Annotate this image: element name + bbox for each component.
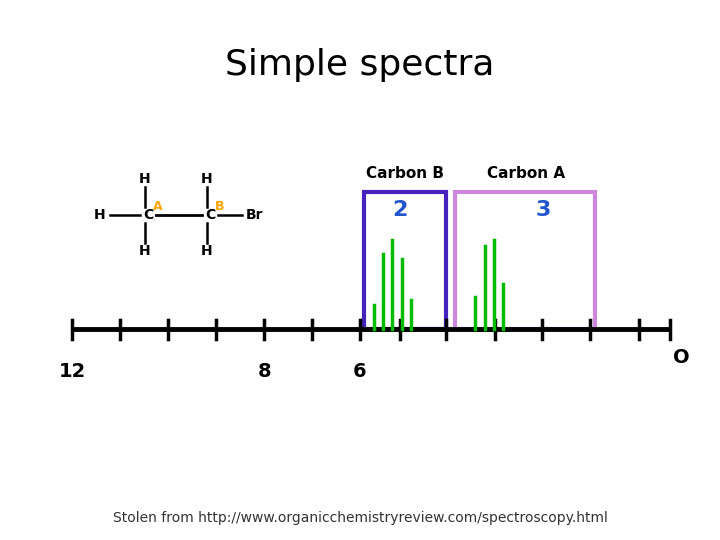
Text: Stolen from http://www.organicchemistryreview.com/spectroscopy.html: Stolen from http://www.organicchemistryr…: [112, 511, 608, 525]
Text: 12: 12: [58, 362, 86, 381]
Text: C: C: [143, 208, 153, 222]
Text: H: H: [139, 172, 150, 186]
Text: 6: 6: [354, 362, 366, 381]
Text: H: H: [139, 244, 150, 258]
Text: H: H: [201, 244, 213, 258]
Text: 3: 3: [536, 200, 552, 220]
Text: 2: 2: [392, 200, 408, 220]
Text: Simple spectra: Simple spectra: [225, 48, 495, 82]
Bar: [364, 192, 446, 329]
Text: Carbon A: Carbon A: [487, 166, 564, 181]
Bar: [455, 192, 595, 329]
Text: O: O: [673, 348, 690, 367]
Text: B: B: [215, 200, 225, 213]
Text: A: A: [153, 200, 163, 213]
Text: H: H: [94, 208, 106, 222]
Text: C: C: [205, 208, 215, 222]
Text: Br: Br: [246, 208, 263, 222]
Text: 8: 8: [258, 362, 271, 381]
Text: H: H: [201, 172, 213, 186]
Text: Carbon B: Carbon B: [366, 166, 444, 181]
